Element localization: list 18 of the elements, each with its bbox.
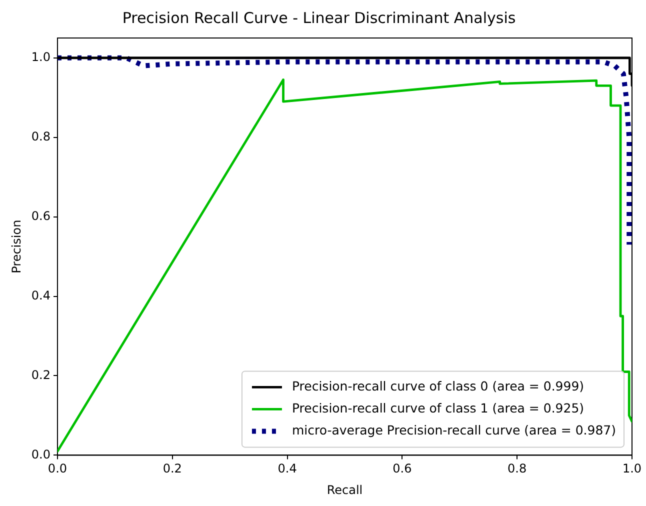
- x-axis-title: Recall: [326, 482, 363, 497]
- y-axis-title: Precision: [9, 220, 24, 274]
- y-tick-label: 0.0: [31, 447, 50, 462]
- chart-title: Precision Recall Curve - Linear Discriminant Analysis: [122, 8, 516, 27]
- legend-label: Precision-recall curve of class 0 (area = 0.999): [292, 378, 584, 394]
- y-tick-label: 0.2: [31, 368, 50, 382]
- legend-label: Precision-recall curve of class 1 (area = 0.925): [292, 400, 584, 416]
- x-tick-label: 0.4: [278, 462, 297, 476]
- y-tick-label: 0.8: [31, 129, 50, 144]
- x-tick-label: 0.6: [392, 462, 412, 476]
- x-tick-label: 0.2: [162, 462, 182, 476]
- x-tick-label: 1.0: [622, 462, 642, 476]
- x-tick-label: 0.0: [48, 462, 68, 476]
- y-tick-label: 0.4: [31, 288, 50, 302]
- y-tick-label: 1.0: [31, 50, 50, 64]
- x-tick-label: 0.8: [508, 462, 527, 476]
- y-tick-label: 0.6: [31, 208, 50, 223]
- legend-label: micro-average Precision-recall curve (area = 0.987): [292, 422, 616, 438]
